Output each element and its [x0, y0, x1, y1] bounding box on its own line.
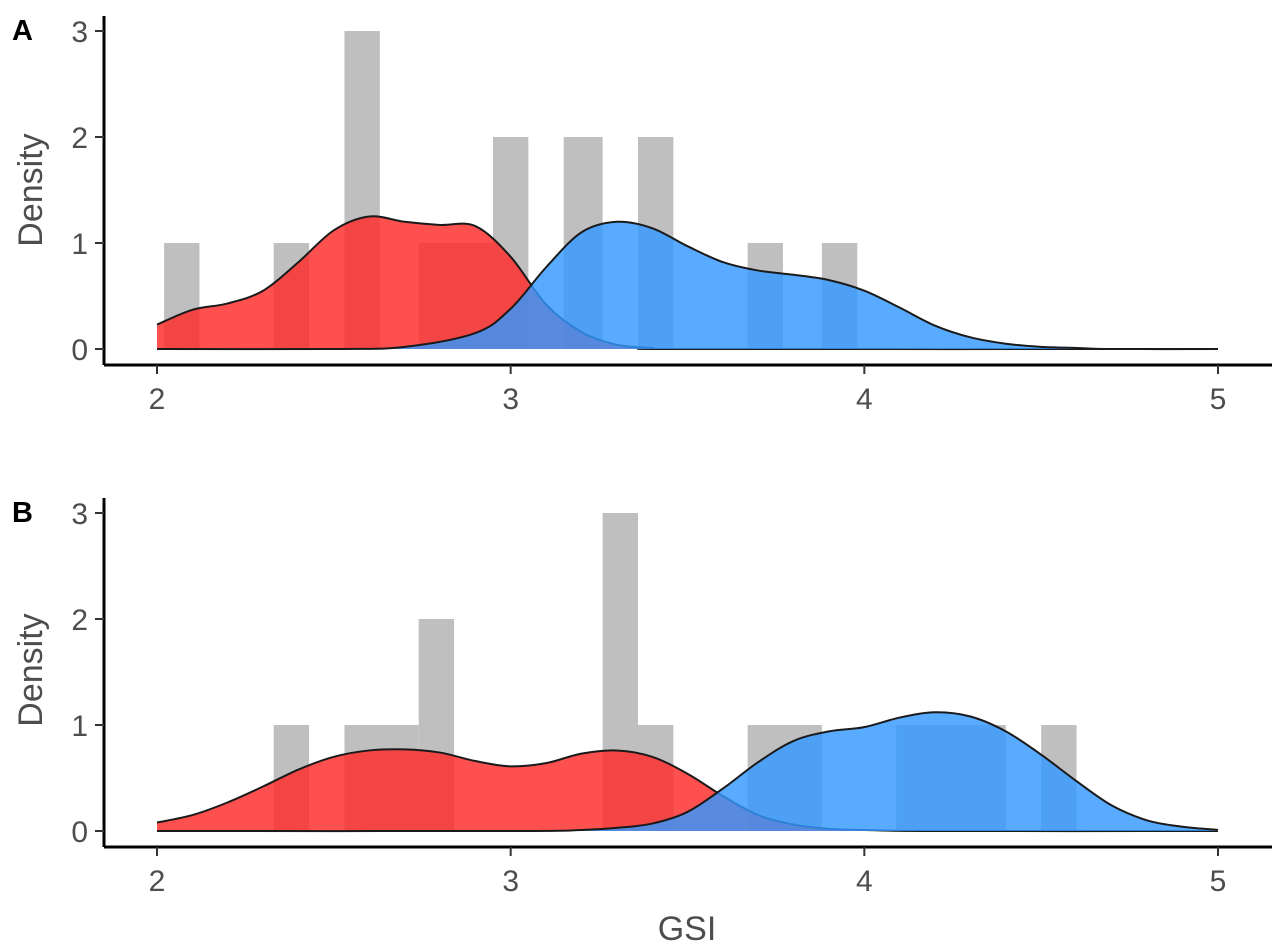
panel-b-x-tick-label-5: 5 [1210, 865, 1227, 898]
panel-a-densities [156, 215, 1219, 351]
panel-b-axes: 2 3 4 5 0 1 2 3 [71, 498, 1272, 898]
panel-b-label: B [12, 497, 33, 529]
panel-a-y-tick-label-2: 2 [71, 122, 88, 155]
panel-b-x-tick-label-2: 2 [149, 865, 166, 898]
panel-b-densities [156, 711, 1219, 833]
panel-a-x-tick-label-4: 4 [856, 383, 873, 416]
panel-a-density-line-2 [156, 220, 1219, 351]
panel-a-x-tick-label-5: 5 [1210, 383, 1227, 416]
panel-b-x-axis-title: GSI [658, 910, 717, 945]
panel-a-density-area-2 [157, 221, 1218, 350]
panel-a-y-tick-label-0: 0 [71, 334, 88, 367]
panel-b-density-line-2 [156, 711, 1219, 833]
panel-a-axes: 2 3 4 5 0 1 2 3 [71, 16, 1272, 416]
panel-a-x-tick-label-2: 2 [149, 383, 166, 416]
panel-b-x-tick-label-3: 3 [502, 865, 519, 898]
panel-b-y-tick-label-0: 0 [71, 816, 88, 849]
panel-a-x-tick-label-3: 3 [502, 383, 519, 416]
panel-a-y-tick-label-1: 1 [71, 228, 88, 261]
panel-b: B 2 3 4 5 0 1 2 3 Density GSI [12, 497, 1272, 945]
panel-a-label: A [12, 15, 33, 47]
panel-b-y-tick-label-2: 2 [71, 604, 88, 637]
panel-b-y-axis-title: Density [12, 613, 50, 726]
panel-a-density-area-1 [157, 216, 1218, 350]
panel-a: A 2 3 4 5 0 1 2 3 Density [12, 15, 1272, 416]
panel-a-y-tick-label-3: 3 [71, 16, 88, 49]
panel-a-y-axis-title: Density [12, 133, 50, 246]
panel-b-y-tick-label-1: 1 [71, 710, 88, 743]
panel-b-x-tick-label-4: 4 [856, 865, 873, 898]
panel-b-y-tick-label-3: 3 [71, 498, 88, 531]
panel-b-density-area-2 [157, 712, 1218, 832]
panel-b-density-area-1 [157, 749, 1218, 832]
